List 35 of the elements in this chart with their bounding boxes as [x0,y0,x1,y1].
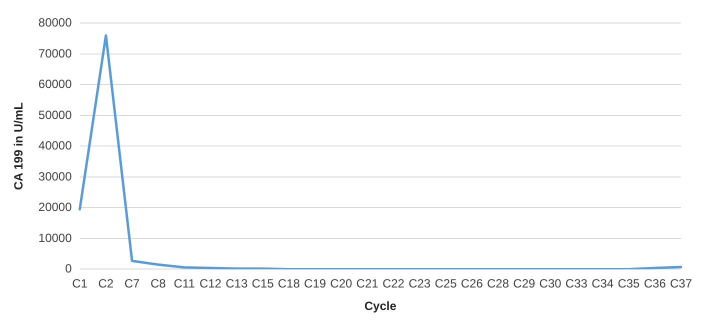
x-tick-label: C1 [72,276,88,291]
y-tick-label: 50000 [38,108,72,122]
y-tick-label: 30000 [38,169,72,184]
x-tick-label: C20 [330,276,353,291]
x-tick-label: C28 [487,276,510,291]
x-axis-title: Cycle [364,299,397,314]
x-tick-label: C33 [565,276,588,291]
x-tick-label: C36 [644,276,666,291]
y-tick-label: 10000 [38,230,72,245]
x-tick-label: C37 [670,276,692,291]
y-tick-label: 0 [65,262,72,276]
x-tick-label: C30 [539,276,562,291]
y-tick-label: 80000 [38,16,72,30]
x-tick-label: C34 [592,276,614,291]
x-tick-label: C13 [226,276,248,291]
x-tick-label: C23 [408,276,431,291]
y-axis-title: CA 199 in U/mL [12,102,26,190]
x-tick-label: C19 [304,276,326,291]
x-tick-label: C18 [278,276,300,291]
x-tick-label: C2 [98,276,114,291]
x-tick-label: C29 [513,276,536,291]
y-tick-label: 40000 [38,138,72,153]
y-tick-label: 70000 [38,46,72,60]
x-tick-label: C7 [124,276,140,291]
x-tick-label: C25 [434,276,458,291]
x-tick-label: C35 [618,276,640,291]
x-tick-label: C26 [460,276,484,291]
x-tick-label: C8 [150,276,166,291]
y-tick-label: 20000 [38,200,72,214]
y-tick-label: 60000 [38,77,72,92]
x-tick-label: C21 [356,276,379,291]
x-tick-label: C12 [199,276,222,291]
x-tick-label: C15 [252,276,274,291]
x-tick-label: C22 [382,276,405,291]
x-tick-label: C11 [174,276,196,291]
